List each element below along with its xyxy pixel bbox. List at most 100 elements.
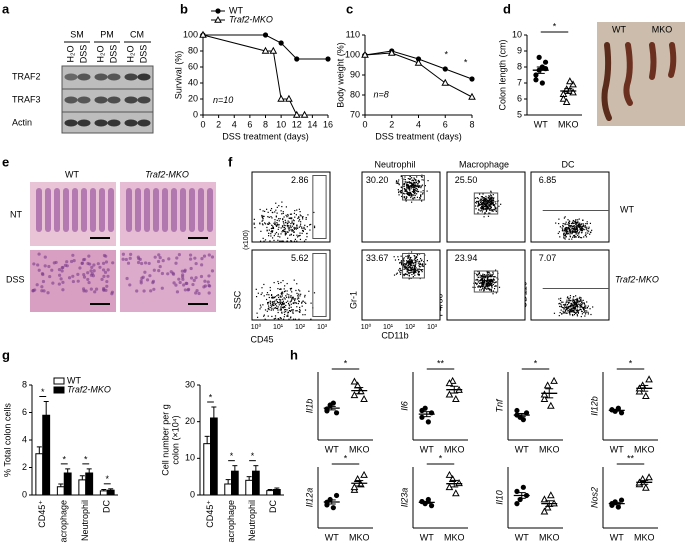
infiltrate	[57, 268, 62, 272]
flow-event	[279, 309, 281, 311]
flow-event	[274, 303, 276, 306]
flow-event	[482, 273, 484, 275]
gate-value: 6.85	[539, 175, 557, 185]
flow-event	[420, 187, 422, 189]
flow-event	[272, 230, 274, 232]
flow-event	[417, 184, 419, 186]
flow-event	[302, 218, 304, 220]
flow-event	[558, 298, 560, 300]
blot-band	[124, 96, 138, 104]
flow-event	[489, 275, 491, 278]
flow-event	[418, 260, 420, 263]
flow-event	[281, 312, 283, 314]
flow-event	[575, 222, 578, 224]
flow-event	[567, 233, 569, 235]
flow-event	[565, 227, 567, 229]
flow-event	[288, 296, 290, 298]
flow-event	[574, 301, 576, 303]
flow-event	[481, 203, 483, 205]
flow-event	[284, 309, 287, 311]
flow-event	[490, 280, 492, 283]
flow-event	[253, 223, 255, 225]
flow-event	[566, 301, 568, 303]
marker	[514, 407, 520, 414]
flow-event	[573, 300, 576, 302]
infiltrate	[128, 256, 132, 260]
infiltrate	[160, 286, 164, 290]
flow-event	[288, 221, 290, 223]
flow-event	[565, 232, 568, 234]
flow-event	[281, 213, 283, 215]
flow-event	[587, 311, 589, 313]
flow-event	[411, 201, 413, 203]
flow-event	[413, 190, 416, 193]
flow-event	[299, 238, 302, 241]
flow-event	[573, 229, 575, 231]
flow-event	[300, 221, 302, 223]
marker	[562, 97, 571, 105]
flow-event	[294, 300, 296, 302]
flow-event	[406, 265, 408, 267]
flow-event	[411, 262, 413, 264]
flow-event	[298, 318, 300, 320]
flow-event	[492, 290, 494, 292]
flow-event	[297, 302, 299, 305]
marker	[414, 58, 423, 66]
flow-event	[295, 289, 297, 292]
flow-event	[419, 277, 421, 280]
flow-event	[285, 214, 287, 216]
flow-event	[277, 288, 279, 290]
flow-title: Neutrophil	[374, 159, 415, 169]
flow-event	[410, 195, 412, 197]
flow-event	[301, 229, 304, 232]
flow-event	[479, 199, 481, 201]
flow-event	[494, 281, 496, 283]
flow-event	[296, 292, 298, 295]
flow-event	[566, 233, 568, 235]
flow-event	[304, 301, 306, 303]
crypt	[126, 188, 132, 232]
flow-event	[481, 211, 483, 213]
flow-plot	[251, 249, 331, 321]
flow-event	[418, 186, 420, 188]
flow-event	[479, 282, 481, 284]
flow-event	[579, 229, 581, 231]
flow-event	[269, 289, 271, 292]
flow-event	[415, 259, 417, 261]
flow-event	[578, 232, 580, 234]
flow-event	[489, 284, 491, 286]
flow-event	[408, 256, 410, 258]
crypts	[31, 188, 215, 296]
flow-event	[584, 310, 586, 312]
flow-event	[564, 238, 566, 240]
flow-event	[580, 223, 582, 226]
flow-event	[491, 279, 493, 281]
flow-event	[413, 181, 415, 184]
flow-event	[482, 276, 484, 278]
flow-event	[418, 181, 420, 184]
flow-event	[424, 263, 427, 265]
flow-event	[413, 259, 416, 261]
flow-event	[566, 305, 568, 307]
flow-event	[480, 201, 482, 203]
x-tick-label: 14	[307, 119, 317, 129]
x-tick-label: WT	[325, 444, 339, 454]
flow-event	[289, 317, 292, 319]
flow-event	[572, 236, 574, 238]
flow-event	[578, 218, 580, 220]
significance: *	[230, 451, 234, 461]
flow-event	[477, 279, 479, 281]
histology-column: Traf2-MKO	[145, 169, 189, 179]
flow-event	[591, 229, 593, 231]
flow-event	[567, 310, 569, 312]
flow-event	[488, 279, 490, 281]
infiltrate	[161, 259, 165, 263]
flow-event	[489, 194, 492, 196]
flow-event	[575, 228, 577, 231]
infiltrate	[87, 280, 91, 285]
flow-event	[263, 314, 265, 316]
crypt	[171, 188, 177, 232]
flow-event	[290, 295, 292, 297]
flow-event	[584, 311, 586, 313]
flow-event	[403, 264, 405, 266]
